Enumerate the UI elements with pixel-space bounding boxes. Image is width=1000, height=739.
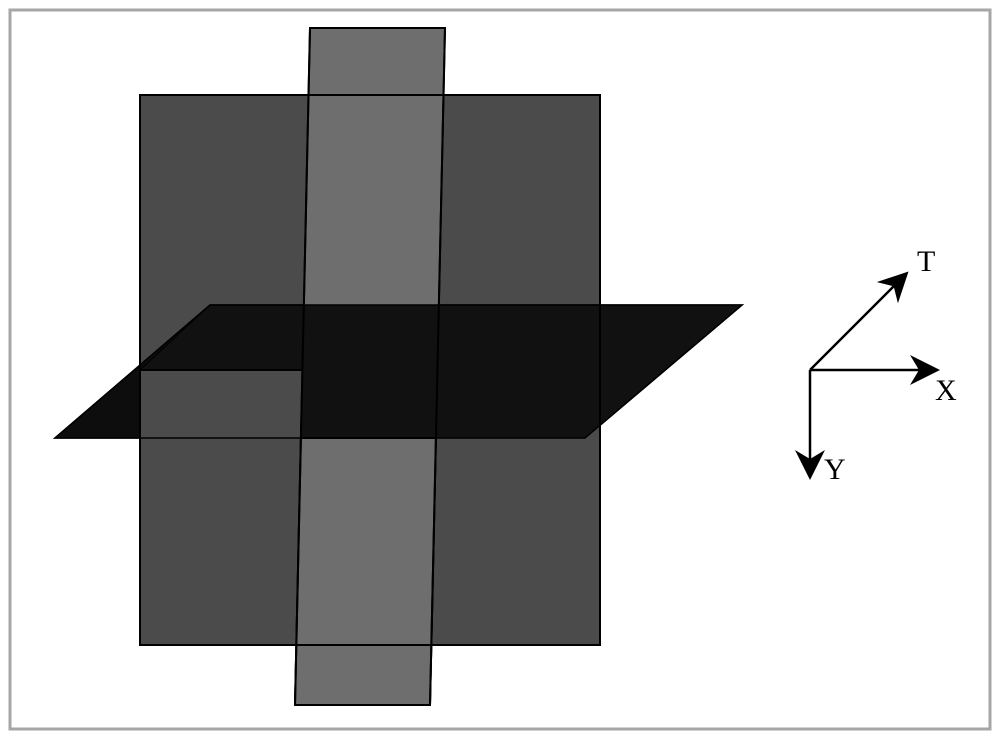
xt-plane-front-over-yt [301, 305, 742, 438]
planes-diagram [55, 28, 742, 705]
axis-label-t: T [917, 245, 935, 278]
yt-plane-lower [295, 438, 436, 705]
axis-label-x: X [935, 374, 957, 407]
axis-t [810, 275, 905, 370]
axis-label-y: Y [824, 453, 846, 486]
axes-legend: T X Y [810, 245, 957, 486]
